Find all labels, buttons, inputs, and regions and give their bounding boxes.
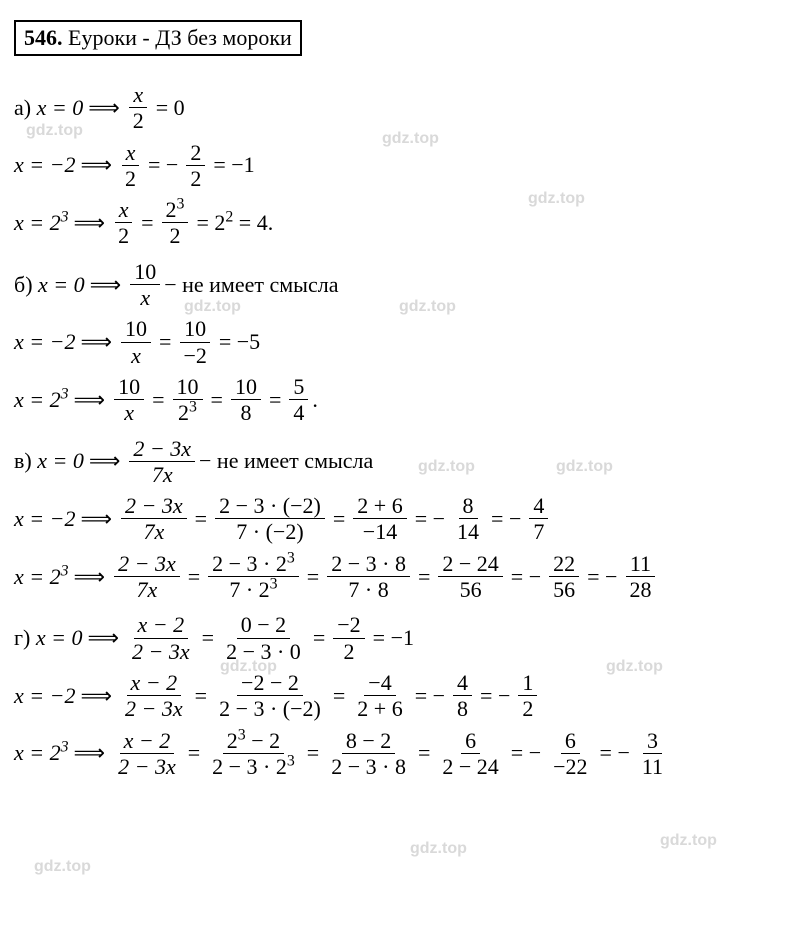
d-line2: x = −2 ⟹ x − 2 2 − 3x = −2 − 2 2 − 3 · (… [14,670,773,722]
arrow-icon: ⟹ [87,625,119,651]
d-line1: г) x = 0 ⟹ x − 2 2 − 3x = 0 − 2 2 − 3 · … [14,612,773,664]
a2-lhs: x = −2 [14,152,75,178]
c-line1: в) x = 0 ⟹ 2 − 3x 7x − не имеет смысла [14,436,773,488]
a1-frac: x 2 [129,82,148,134]
header-text: Еуроки - ДЗ без мороки [63,25,292,50]
c-line3: x = 23 ⟹ 2 − 3x 7x = 2 − 3 · 23 7 · 23 =… [14,551,773,603]
arrow-icon: ⟹ [74,564,106,590]
watermark: gdz.top [34,858,91,876]
a-line3: x = 23 ⟹ x 2 = 23 2 = 22 = 4. [14,197,773,249]
arrow-icon: ⟹ [88,95,120,121]
watermark: gdz.top [410,840,467,858]
a3-frac1: x 2 [114,197,133,249]
a-line1: а) x = 0 ⟹ x 2 = 0 [14,82,773,134]
a1-lhs: x = 0 [37,95,84,121]
a-line2: x = −2 ⟹ x 2 = − 2 2 = −1 [14,140,773,192]
a2-frac1: x 2 [121,140,140,192]
arrow-icon: ⟹ [74,387,106,413]
label-b: б) [14,272,33,298]
c-line2: x = −2 ⟹ 2 − 3x 7x = 2 − 3 · (−2) 7 · (−… [14,493,773,545]
label-a: а) [14,95,31,121]
watermark: gdz.top [660,832,717,850]
problem-number: 546. [24,25,63,50]
arrow-icon: ⟹ [90,272,122,298]
arrow-icon: ⟹ [74,210,106,236]
b1-frac: 10 x [130,259,160,311]
a2-frac2: 2 2 [186,140,205,192]
a3-frac2: 23 2 [162,197,189,249]
a3-lhs: x = 23 [14,210,69,236]
header-box: 546. Еуроки - ДЗ без мороки [14,20,302,56]
arrow-icon: ⟹ [74,740,106,766]
d-line3: x = 23 ⟹ x − 2 2 − 3x = 23 − 2 2 − 3 · 2… [14,728,773,780]
arrow-icon: ⟹ [80,506,112,532]
arrow-icon: ⟹ [80,683,112,709]
label-c: в) [14,448,32,474]
b-line3: x = 23 ⟹ 10 x = 10 23 = 10 8 = 5 4 . [14,374,773,426]
b-line2: x = −2 ⟹ 10 x = 10 −2 = −5 [14,316,773,368]
arrow-icon: ⟹ [80,329,112,355]
section-b: б) x = 0 ⟹ 10 x − не имеет смысла x = −2… [14,259,773,426]
section-d: г) x = 0 ⟹ x − 2 2 − 3x = 0 − 2 2 − 3 · … [14,612,773,779]
b-line1: б) x = 0 ⟹ 10 x − не имеет смысла [14,259,773,311]
arrow-icon: ⟹ [89,448,121,474]
section-c: в) x = 0 ⟹ 2 − 3x 7x − не имеет смысла x… [14,436,773,603]
a1-rhs: = 0 [156,95,185,121]
label-d: г) [14,625,30,651]
section-a: а) x = 0 ⟹ x 2 = 0 x = −2 ⟹ x 2 = − 2 2 … [14,82,773,249]
arrow-icon: ⟹ [80,152,112,178]
